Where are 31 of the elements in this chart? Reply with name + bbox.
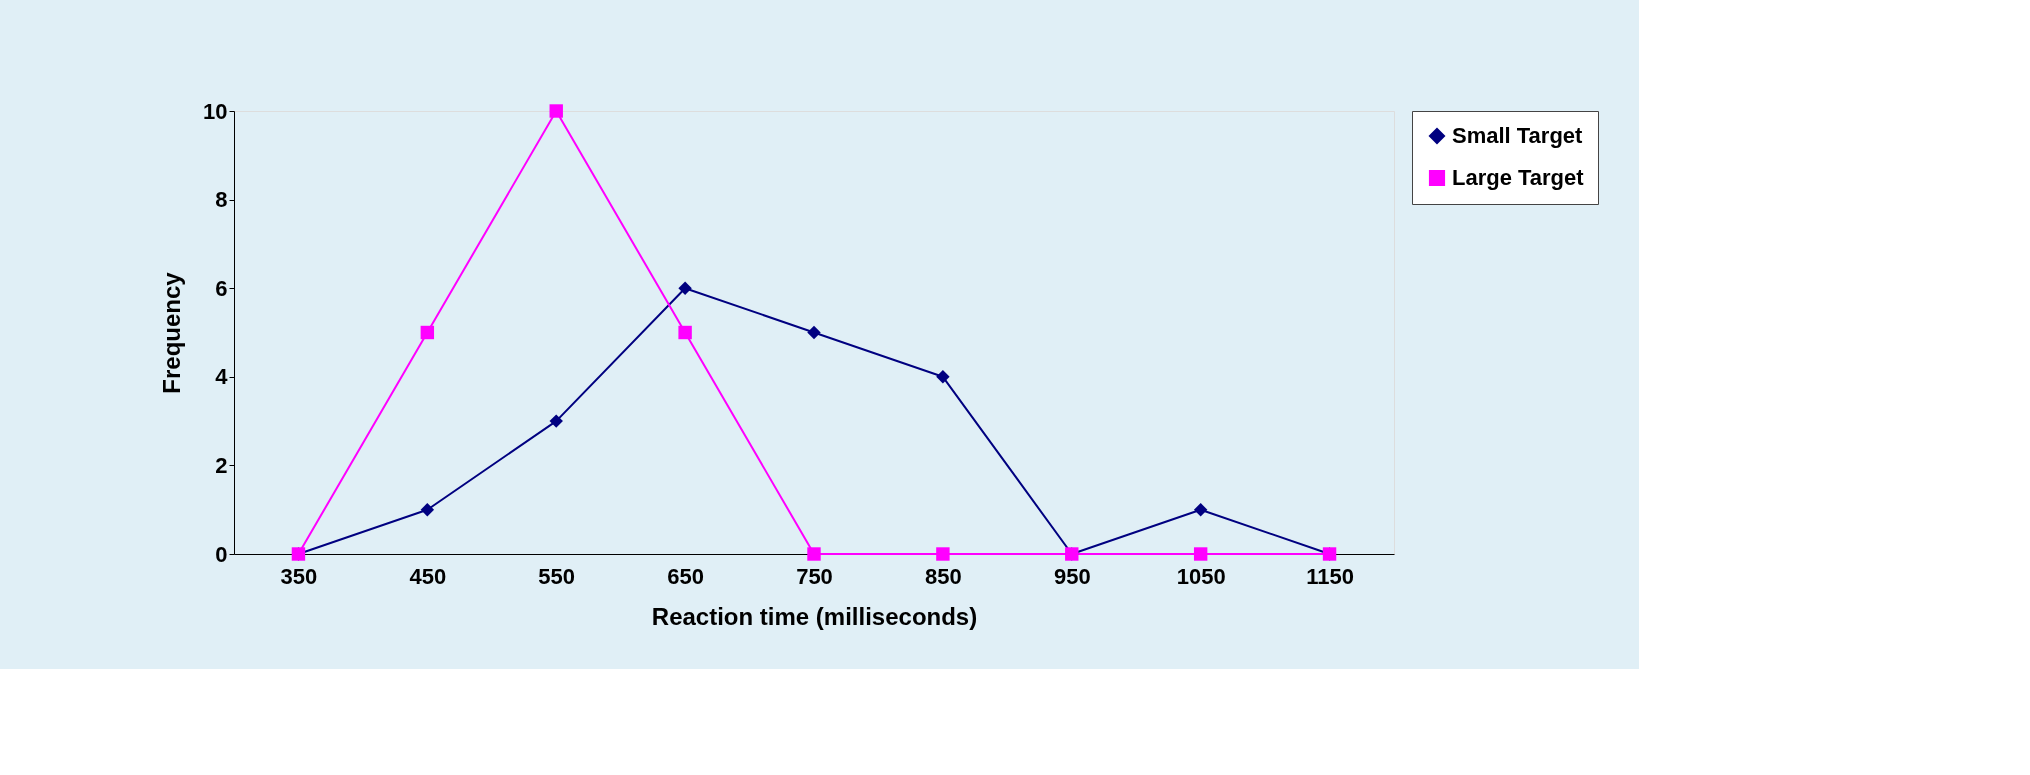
y-axis-title: Frequency	[158, 271, 186, 394]
point	[807, 325, 821, 340]
x-tick-label: 850	[925, 563, 962, 589]
legend-label: Large Target	[1452, 165, 1585, 190]
point	[549, 414, 563, 428]
y-tick-label: 10	[203, 98, 228, 124]
x-tick-label: 1050	[1176, 563, 1226, 589]
x-tick-label: 750	[796, 563, 833, 589]
x-tick-label: 550	[538, 563, 576, 589]
x-tick-label: 950	[1053, 563, 1091, 589]
y-tick-label: 0	[215, 541, 228, 567]
point	[678, 325, 692, 340]
x-tick-label: 450	[409, 563, 447, 589]
y-tick-label: 2	[215, 452, 228, 478]
x-axis-title: Reaction time (milliseconds)	[651, 602, 978, 630]
legend-label: Small Target	[1452, 123, 1584, 148]
point	[678, 281, 692, 295]
point	[549, 104, 563, 118]
point	[420, 502, 435, 517]
x-tick-label: 1150	[1306, 563, 1354, 589]
point	[936, 370, 950, 384]
y-tick-label: 6	[215, 275, 228, 301]
x-tick-label: 650	[667, 563, 704, 589]
y-tick-label: 4	[215, 364, 229, 390]
x-tick-label: 350	[280, 563, 318, 589]
point	[1193, 547, 1208, 561]
y-tick-label: 8	[215, 187, 228, 213]
point	[1193, 502, 1208, 517]
point	[807, 547, 821, 561]
point	[936, 547, 950, 561]
point	[420, 325, 435, 340]
